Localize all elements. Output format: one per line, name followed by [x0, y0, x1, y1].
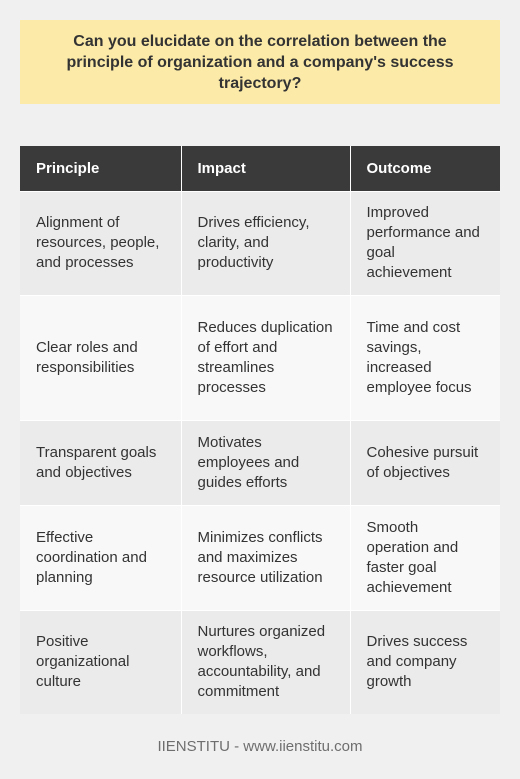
cell-impact: Reduces duplication of effort and stream…: [180, 294, 350, 420]
cell-principle: Transparent goals and objectives: [20, 419, 181, 505]
cell-impact: Drives efficiency, clarity, and producti…: [180, 190, 350, 295]
table-row: Effective coordination and planning Mini…: [20, 504, 500, 610]
table-header: Principle Impact Outcome: [20, 146, 500, 191]
column-header-impact: Impact: [180, 146, 350, 191]
table-row: Transparent goals and objectives Motivat…: [20, 419, 500, 505]
column-header-principle: Principle: [20, 146, 181, 191]
title-banner: Can you elucidate on the correlation bet…: [20, 20, 500, 104]
page-title: Can you elucidate on the correlation bet…: [66, 32, 454, 92]
cell-principle: Effective coordination and planning: [20, 504, 181, 610]
cell-principle: Clear roles and responsibilities: [20, 294, 181, 420]
footer-source: IIENSTITU - www.iienstitu.com: [157, 738, 363, 755]
table-header-row: Principle Impact Outcome: [20, 146, 500, 191]
cell-outcome: Drives success and company growth: [349, 609, 500, 714]
cell-principle: Alignment of resources, people, and proc…: [20, 190, 181, 295]
table-row: Alignment of resources, people, and proc…: [20, 190, 500, 295]
table-body: Alignment of resources, people, and proc…: [20, 190, 500, 714]
column-header-outcome: Outcome: [349, 146, 500, 191]
cell-outcome: Cohesive pursuit of objectives: [349, 419, 500, 505]
principles-table: Principle Impact Outcome Alignment of re…: [20, 146, 500, 714]
cell-outcome: Improved performance and goal achievemen…: [349, 190, 500, 295]
cell-impact: Nurtures organized workflows, accountabi…: [180, 609, 350, 714]
cell-impact: Motivates employees and guides efforts: [180, 419, 350, 505]
table-row: Clear roles and responsibilities Reduces…: [20, 294, 500, 420]
table-row: Positive organizational culture Nurtures…: [20, 609, 500, 714]
cell-principle: Positive organizational culture: [20, 609, 181, 714]
cell-outcome: Smooth operation and faster goal achieve…: [349, 504, 500, 610]
cell-outcome: Time and cost savings, increased employe…: [349, 294, 500, 420]
cell-impact: Minimizes conflicts and maximizes resour…: [180, 504, 350, 610]
